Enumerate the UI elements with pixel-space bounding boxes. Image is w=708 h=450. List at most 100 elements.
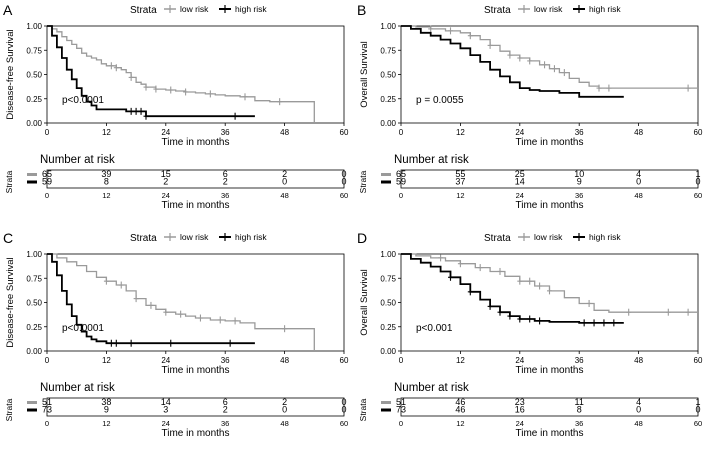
risk-row-key-low-risk bbox=[381, 173, 391, 176]
risk-count: 73 bbox=[42, 405, 52, 415]
plot-frame bbox=[400, 25, 699, 124]
risk-count: 23 bbox=[515, 397, 525, 407]
risk-table-time-label: 24 bbox=[516, 419, 524, 428]
y-tick-label: 0.50 bbox=[26, 299, 42, 308]
risk-count: 6 bbox=[223, 169, 228, 179]
plot-frame bbox=[46, 253, 345, 352]
x-axis-title: Time in months bbox=[516, 365, 584, 376]
legend-label-high-risk: high risk bbox=[589, 232, 621, 242]
risk-table-time-label: 36 bbox=[575, 191, 583, 200]
y-axis-title: Disease-free Survival bbox=[5, 29, 16, 119]
risk-count: 0 bbox=[341, 177, 346, 187]
p-value-annotation: p = 0.0055 bbox=[416, 95, 464, 106]
legend: Strata low risk high risk bbox=[484, 232, 621, 244]
risk-count: 9 bbox=[104, 405, 109, 415]
y-axis: 0.00 0.25 0.50 0.75 1.00 bbox=[26, 250, 47, 356]
risk-count: 16 bbox=[515, 405, 525, 415]
legend-title: Strata bbox=[484, 5, 511, 16]
risk-row-key-high-risk bbox=[381, 180, 391, 184]
series-high-risk bbox=[401, 25, 624, 98]
x-tick-label: 12 bbox=[456, 356, 465, 365]
risk-count: 0 bbox=[282, 405, 287, 415]
legend: Strata low risk high risk bbox=[484, 4, 621, 16]
risk-count: 59 bbox=[42, 177, 52, 187]
survival-curve-low-risk bbox=[401, 25, 698, 89]
risk-row-key-high-risk bbox=[27, 180, 37, 184]
y-tick-label: 0.25 bbox=[380, 323, 396, 332]
x-tick-label: 12 bbox=[102, 356, 111, 365]
risk-table-time-label: 36 bbox=[575, 419, 583, 428]
x-tick-label: 36 bbox=[575, 356, 584, 365]
risk-table-time-label: 12 bbox=[456, 419, 464, 428]
risk-table-time-label: 0 bbox=[399, 191, 403, 200]
y-tick-label: 0.50 bbox=[380, 71, 396, 80]
y-tick-label: 0.75 bbox=[26, 274, 42, 283]
risk-row-key-low-risk bbox=[27, 173, 37, 176]
risk-table-time-label: 48 bbox=[280, 419, 288, 428]
risk-count: 14 bbox=[515, 177, 525, 187]
risk-table-time-label: 60 bbox=[694, 419, 702, 428]
risk-table-time-label: 60 bbox=[340, 419, 348, 428]
y-tick-label: 1.00 bbox=[380, 22, 396, 31]
x-axis: 0 12 24 36 48 60 bbox=[399, 123, 703, 137]
x-tick-label: 60 bbox=[694, 356, 703, 365]
plot-frame bbox=[400, 253, 699, 352]
y-tick-label: 0.00 bbox=[26, 119, 42, 128]
risk-count: 39 bbox=[101, 169, 111, 179]
survival-curve-high-risk bbox=[47, 25, 255, 118]
x-tick-label: 24 bbox=[161, 356, 170, 365]
risk-count: 14 bbox=[161, 397, 171, 407]
p-value-annotation: p<0.0001 bbox=[62, 95, 104, 106]
risk-table-time-label: 0 bbox=[399, 419, 403, 428]
risk-row-key-high-risk bbox=[27, 408, 37, 412]
x-tick-label: 36 bbox=[221, 356, 230, 365]
risk-table-time-label: 48 bbox=[280, 191, 288, 200]
risk-count: 51 bbox=[396, 397, 406, 407]
risk-row-key-low-risk bbox=[381, 401, 391, 404]
risk-table-x-title: Time in months bbox=[162, 200, 230, 211]
x-tick-label: 60 bbox=[340, 356, 349, 365]
x-axis-title: Time in months bbox=[162, 365, 230, 376]
risk-count: 37 bbox=[455, 177, 465, 187]
risk-table-time-label: 0 bbox=[45, 419, 49, 428]
risk-table-time-label: 48 bbox=[634, 419, 642, 428]
x-axis: 0 12 24 36 48 60 bbox=[45, 351, 349, 365]
series-low-risk bbox=[401, 253, 698, 316]
legend-label-low-risk: low risk bbox=[534, 4, 563, 14]
risk-table-title: Number at risk bbox=[40, 382, 115, 394]
y-axis-title: Disease-free Survival bbox=[5, 257, 16, 347]
risk-count: 0 bbox=[695, 405, 700, 415]
survival-curve-high-risk bbox=[401, 253, 624, 324]
series-low-risk bbox=[47, 253, 315, 351]
risk-count: 25 bbox=[515, 169, 525, 179]
risk-count: 9 bbox=[577, 177, 582, 187]
p-value-annotation: p<0.001 bbox=[416, 323, 453, 334]
panel-a: A Strata low risk high risk 0.00 0.25 0.50 0.75… bbox=[3, 2, 349, 211]
risk-table-strata-label: Strata bbox=[4, 170, 14, 193]
risk-table-frame bbox=[46, 169, 345, 189]
risk-count: 1 bbox=[695, 169, 700, 179]
risk-count: 11 bbox=[575, 397, 584, 407]
legend-title: Strata bbox=[484, 233, 511, 244]
series-high-risk bbox=[401, 253, 624, 327]
risk-count: 65 bbox=[396, 169, 406, 179]
x-tick-label: 48 bbox=[634, 128, 643, 137]
risk-count: 4 bbox=[636, 397, 641, 407]
risk-count: 55 bbox=[455, 169, 465, 179]
x-tick-label: 24 bbox=[515, 128, 524, 137]
panel-b: B Strata low risk high risk 0.00 0.25 0.50 0.75… bbox=[357, 2, 703, 211]
risk-count: 0 bbox=[341, 405, 346, 415]
series-high-risk bbox=[47, 25, 255, 120]
x-axis-title: Time in months bbox=[516, 137, 584, 148]
y-tick-label: 0.75 bbox=[26, 46, 42, 55]
panel-label: A bbox=[3, 2, 13, 18]
x-tick-label: 36 bbox=[575, 128, 584, 137]
risk-count: 65 bbox=[42, 169, 52, 179]
y-tick-label: 0.25 bbox=[380, 95, 396, 104]
risk-count: 0 bbox=[282, 177, 287, 187]
risk-table-time-label: 12 bbox=[102, 419, 110, 428]
risk-table-time-label: 60 bbox=[340, 191, 348, 200]
panel-c: C Strata low risk high risk 0.00 0.25 0.50 0.75… bbox=[3, 230, 349, 439]
risk-count: 3 bbox=[163, 405, 168, 415]
